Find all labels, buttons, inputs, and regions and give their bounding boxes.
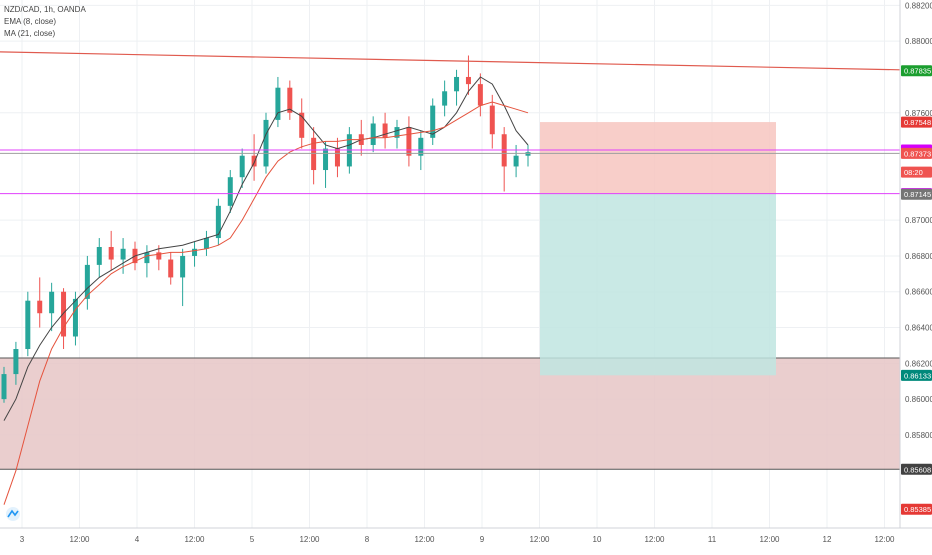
candle-body	[430, 105, 436, 138]
candle-body	[513, 155, 519, 167]
x-tick-label: 12:00	[874, 535, 895, 544]
price-label-text: 0.87373	[904, 149, 931, 158]
candle-body	[394, 127, 400, 138]
price-label-badge	[901, 369, 932, 381]
candle-body	[61, 291, 67, 337]
candle-body	[192, 248, 198, 256]
x-tick-label: 12:00	[414, 535, 435, 544]
candle-body	[251, 155, 257, 167]
candle-body	[72, 298, 78, 337]
demand-zone	[0, 357, 900, 470]
price-label-badge	[901, 116, 932, 128]
candle-body	[215, 205, 221, 239]
candle-body	[49, 291, 55, 314]
x-tick-label: 10	[593, 535, 602, 544]
candle-body	[37, 300, 43, 314]
candle-body	[477, 84, 483, 106]
logo-mark	[7, 509, 19, 518]
chart-legend: NZD/CAD, 1h, OANDA EMA (8, close) MA (21…	[4, 4, 86, 40]
price-label-text: 0.87145	[904, 190, 931, 199]
y-tick-label: 0.87600	[905, 109, 932, 118]
candle-body	[525, 152, 531, 156]
candle-body	[334, 148, 340, 167]
price-label-badge	[901, 65, 932, 77]
y-tick-label: 0.88200	[905, 1, 932, 10]
price-label-text: 0.85385	[904, 505, 931, 514]
candle-body	[180, 255, 186, 278]
x-tick-label: 4	[135, 535, 140, 544]
candle-body	[96, 246, 102, 265]
tradingview-logo-icon	[6, 507, 20, 521]
y-tick-label: 0.88000	[905, 37, 932, 46]
candle-body	[275, 87, 281, 120]
price-label-badge	[901, 188, 932, 200]
x-tick-label: 3	[20, 535, 25, 544]
candle-body	[442, 91, 448, 106]
price-label-badge	[901, 147, 932, 159]
candle-body	[156, 252, 162, 260]
candle-body	[1, 374, 7, 400]
x-tick-label: 8	[365, 535, 370, 544]
candle-body	[13, 349, 19, 375]
candle-body	[108, 246, 114, 260]
x-tick-label: 11	[708, 535, 717, 544]
candle-body	[287, 87, 293, 113]
price-label-text: 0.86133	[904, 371, 931, 380]
candle-body	[227, 177, 233, 206]
candle-body	[418, 137, 424, 156]
candle-body	[465, 76, 471, 85]
x-tick-label: 12:00	[759, 535, 780, 544]
position-stop-zone	[540, 122, 776, 194]
candle-body	[299, 112, 305, 138]
y-tick-label: 0.85800	[905, 431, 932, 440]
candle-body	[25, 300, 31, 350]
candle-body	[84, 264, 90, 299]
price-label-text: 0.85608	[904, 465, 931, 474]
candle-body	[370, 123, 376, 145]
price-label-text: 0.87835	[904, 67, 931, 76]
y-tick-label: 0.86600	[905, 288, 932, 297]
ema-line	[3, 76, 529, 421]
position-target-zone	[540, 193, 776, 376]
x-tick-label: 12:00	[299, 535, 320, 544]
price-label-badge	[901, 463, 932, 475]
candle-body	[489, 105, 495, 135]
candle-body	[454, 76, 460, 92]
y-tick-label: 0.86800	[905, 252, 932, 261]
candle-body	[323, 148, 329, 171]
trendline	[0, 51, 901, 71]
price-label-text: 0.87548	[904, 118, 931, 127]
x-tick-label: 12:00	[529, 535, 550, 544]
ma-line	[3, 101, 529, 505]
candle-body	[203, 238, 209, 249]
legend-symbol: NZD/CAD, 1h, OANDA	[4, 5, 86, 14]
logo-circle	[6, 507, 20, 521]
x-tick-label: 9	[480, 535, 485, 544]
candle-body	[168, 259, 174, 278]
y-tick-label: 0.86000	[905, 395, 932, 404]
x-tick-label: 12:00	[644, 535, 665, 544]
candle-body	[144, 252, 150, 264]
x-tick-label: 12:00	[184, 535, 205, 544]
y-tick-label: 0.87000	[905, 216, 932, 225]
candle-body	[382, 123, 388, 138]
x-tick-label: 12	[823, 535, 832, 544]
candle-body	[406, 127, 412, 156]
x-tick-label: 5	[250, 535, 255, 544]
candle-body	[311, 137, 317, 171]
y-tick-label: 0.86200	[905, 359, 932, 368]
price-label-text: 08:20	[904, 168, 923, 177]
legend-ma: MA (21, close)	[4, 29, 56, 38]
price-label-badge	[901, 503, 932, 515]
x-tick-label: 12:00	[69, 535, 90, 544]
legend-ema: EMA (8, close)	[4, 17, 57, 26]
candle-body	[239, 155, 245, 178]
candle-body	[263, 119, 269, 167]
candle-body	[120, 248, 126, 260]
price-label-badge	[901, 166, 932, 178]
y-tick-label: 0.86400	[905, 324, 932, 333]
